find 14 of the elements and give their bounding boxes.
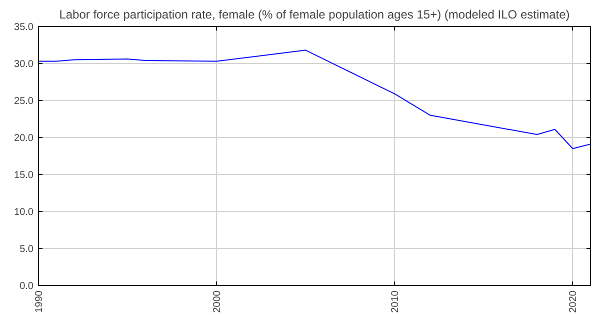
x-tick-label: 1990 bbox=[34, 290, 45, 313]
x-tick-label: 2000 bbox=[212, 290, 224, 313]
x-tick-label: 2020 bbox=[568, 290, 580, 313]
x-tick-label: 2010 bbox=[390, 290, 402, 313]
line-series bbox=[38, 50, 590, 150]
y-tick-label: 20.0 bbox=[14, 133, 34, 144]
y-tick-label: 25.0 bbox=[14, 96, 34, 107]
y-tick-label: 5.0 bbox=[20, 244, 34, 255]
y-tick-label: 0.0 bbox=[20, 281, 34, 292]
y-tick-label: 10.0 bbox=[14, 207, 34, 218]
y-tick-label: 15.0 bbox=[14, 170, 34, 181]
y-tick-label: 30.0 bbox=[14, 59, 34, 70]
y-tick-label: 35.0 bbox=[14, 22, 34, 33]
chart-title: Labor force participation rate, female (% of female population ages 15+) (modeled ILO estimate) bbox=[59, 8, 570, 22]
